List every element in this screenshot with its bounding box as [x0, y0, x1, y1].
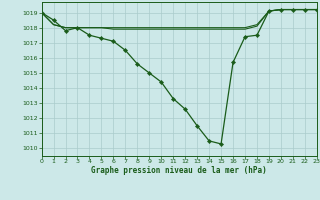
- X-axis label: Graphe pression niveau de la mer (hPa): Graphe pression niveau de la mer (hPa): [91, 166, 267, 175]
